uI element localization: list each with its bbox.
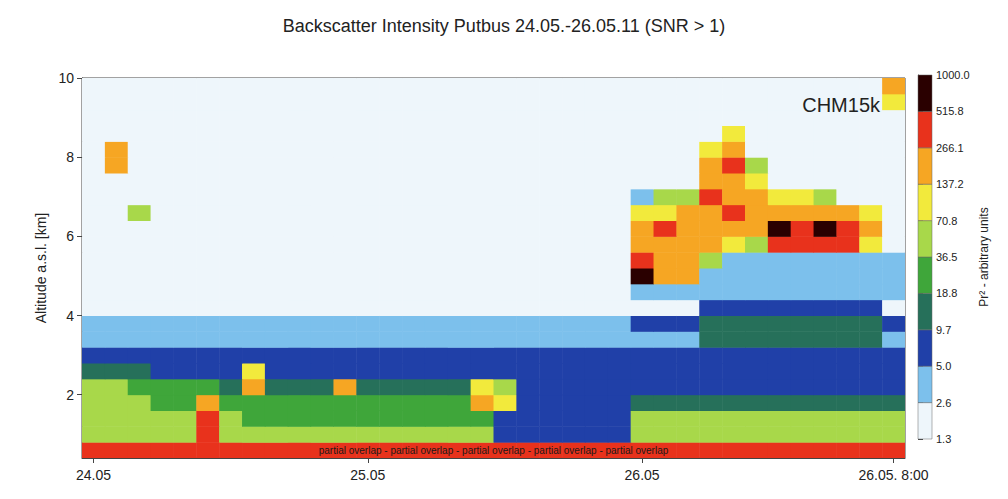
svg-text:4: 4 xyxy=(66,308,74,324)
svg-text:partial overlap - partial over: partial overlap - partial overlap - part… xyxy=(319,445,669,456)
svg-text:70.8: 70.8 xyxy=(936,215,957,227)
svg-text:25.05: 25.05 xyxy=(350,467,385,483)
svg-text:CHM15k: CHM15k xyxy=(802,94,881,116)
svg-text:26.05. 8:00: 26.05. 8:00 xyxy=(859,467,929,483)
svg-text:18.8: 18.8 xyxy=(936,287,957,299)
svg-text:1.3: 1.3 xyxy=(936,433,951,445)
svg-text:Backscatter Intensity Putbus 2: Backscatter Intensity Putbus 24.05.-26.0… xyxy=(283,16,725,36)
svg-text:Altitude a.s.l. [km]: Altitude a.s.l. [km] xyxy=(33,213,49,323)
svg-text:10: 10 xyxy=(58,70,74,86)
svg-text:8: 8 xyxy=(66,149,74,165)
svg-text:36.5: 36.5 xyxy=(936,251,957,263)
svg-text:1000.0: 1000.0 xyxy=(936,69,970,81)
svg-text:266.1: 266.1 xyxy=(936,142,964,154)
svg-text:Pr² - arbitrary units: Pr² - arbitrary units xyxy=(977,207,991,306)
svg-text:6: 6 xyxy=(66,228,74,244)
svg-text:2: 2 xyxy=(66,387,74,403)
svg-text:2.6: 2.6 xyxy=(936,397,951,409)
svg-text:5.0: 5.0 xyxy=(936,360,951,372)
svg-text:26.05: 26.05 xyxy=(625,467,660,483)
svg-text:24.05: 24.05 xyxy=(76,467,111,483)
svg-text:9.7: 9.7 xyxy=(936,324,951,336)
svg-text:515.8: 515.8 xyxy=(936,105,964,117)
svg-text:137.2: 137.2 xyxy=(936,178,964,190)
